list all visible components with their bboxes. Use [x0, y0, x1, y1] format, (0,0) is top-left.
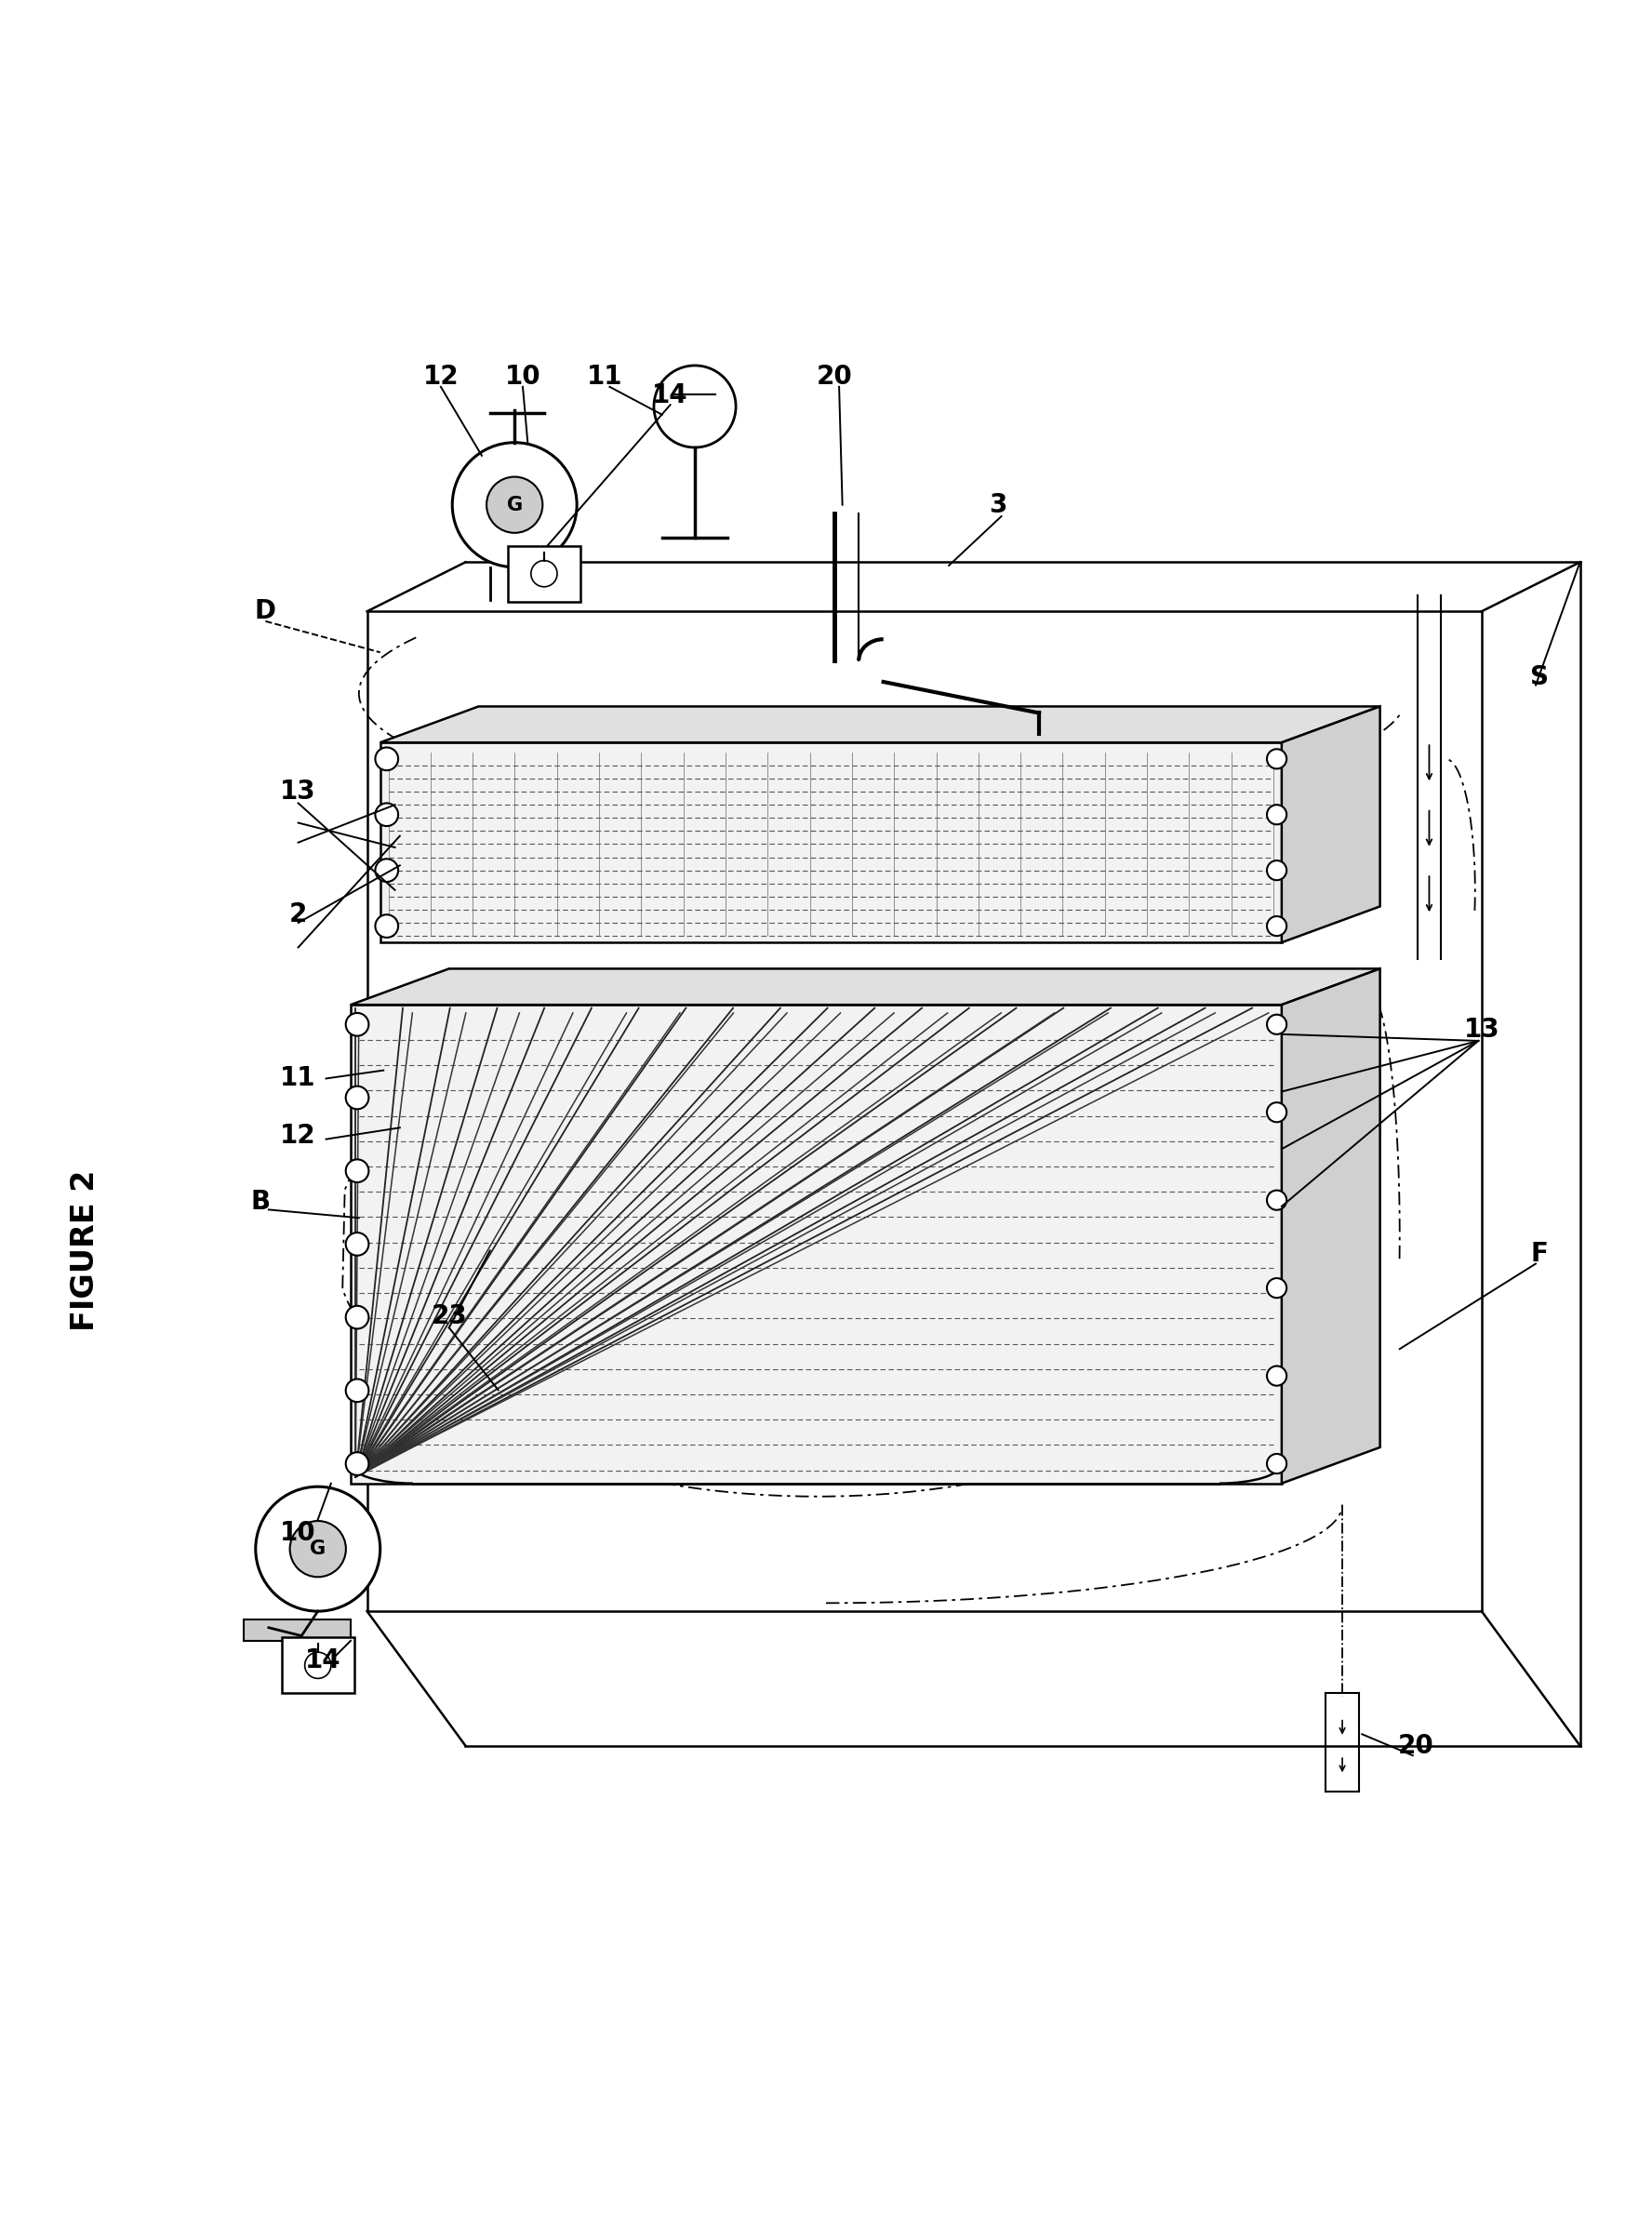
FancyBboxPatch shape — [509, 546, 580, 602]
Polygon shape — [1282, 708, 1379, 943]
Circle shape — [1267, 916, 1287, 936]
Circle shape — [304, 1652, 330, 1679]
Circle shape — [487, 477, 542, 533]
Text: G: G — [311, 1540, 325, 1558]
Circle shape — [375, 804, 398, 826]
Circle shape — [375, 914, 398, 938]
Text: 13: 13 — [1464, 1017, 1500, 1043]
Text: 11: 11 — [586, 365, 623, 390]
Text: 14: 14 — [306, 1648, 340, 1673]
Text: 20: 20 — [1398, 1733, 1434, 1758]
Text: 13: 13 — [281, 779, 316, 804]
Polygon shape — [380, 743, 1282, 943]
Circle shape — [345, 1305, 368, 1328]
Text: 2: 2 — [289, 902, 307, 927]
Circle shape — [345, 1379, 368, 1402]
Text: 23: 23 — [431, 1303, 468, 1330]
Circle shape — [654, 365, 735, 448]
Text: 12: 12 — [423, 365, 459, 390]
Circle shape — [345, 1160, 368, 1182]
Circle shape — [530, 560, 557, 587]
FancyBboxPatch shape — [282, 1637, 354, 1693]
Text: FIGURE 2: FIGURE 2 — [69, 1171, 101, 1332]
Text: D: D — [254, 598, 276, 625]
Circle shape — [1267, 1278, 1287, 1299]
Circle shape — [1267, 1366, 1287, 1386]
Circle shape — [375, 860, 398, 882]
Text: S: S — [1530, 665, 1548, 690]
Text: 20: 20 — [816, 365, 852, 390]
Circle shape — [289, 1520, 345, 1576]
Circle shape — [1267, 1102, 1287, 1122]
Circle shape — [1267, 860, 1287, 880]
Circle shape — [256, 1487, 380, 1612]
Circle shape — [345, 1453, 368, 1476]
Text: F: F — [1530, 1240, 1548, 1267]
Text: B: B — [251, 1189, 271, 1214]
Polygon shape — [350, 1005, 1282, 1484]
Text: 10: 10 — [506, 365, 540, 390]
Text: 3: 3 — [990, 493, 1008, 517]
Text: 14: 14 — [653, 383, 689, 407]
Polygon shape — [350, 969, 1379, 1005]
Polygon shape — [380, 708, 1379, 743]
Text: 10: 10 — [281, 1520, 316, 1545]
Polygon shape — [244, 1619, 350, 1641]
Circle shape — [1267, 804, 1287, 824]
Circle shape — [345, 1086, 368, 1108]
Circle shape — [1267, 1191, 1287, 1209]
Circle shape — [453, 443, 577, 566]
Circle shape — [345, 1012, 368, 1037]
Circle shape — [1267, 750, 1287, 768]
Text: 12: 12 — [281, 1124, 316, 1149]
Circle shape — [1267, 1014, 1287, 1034]
Circle shape — [375, 748, 398, 770]
Text: G: G — [507, 495, 522, 515]
Polygon shape — [1282, 969, 1379, 1484]
Text: 11: 11 — [281, 1066, 316, 1093]
Circle shape — [345, 1234, 368, 1256]
Circle shape — [1267, 1453, 1287, 1473]
